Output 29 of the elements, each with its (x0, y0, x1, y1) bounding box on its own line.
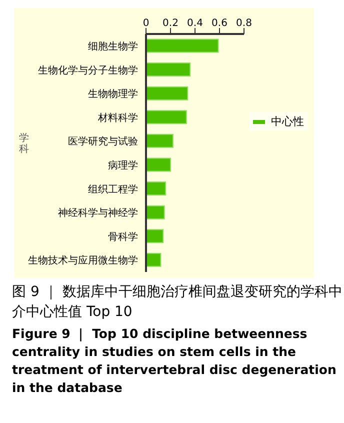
x-tick-label: 0.6 (212, 18, 228, 29)
y-tick-label: 神经科学与神经学 (58, 207, 138, 220)
y-tick-label: 生物物理学 (88, 88, 138, 100)
y-tick-label: 生物化学与分子生物学 (38, 64, 138, 76)
bar (146, 86, 188, 100)
y-tick-label: 组织工程学 (88, 183, 138, 196)
x-tick-label: 0 (142, 18, 150, 29)
y-tick-label: 病理学 (108, 159, 138, 172)
bar (146, 229, 164, 244)
caption: 图 9 ｜ 数据库中干细胞治疗椎间盘退变研究的学科中介中心性值 Top 10 (11, 283, 344, 322)
bar (146, 205, 165, 220)
bar (146, 182, 166, 196)
y-tick-label: 生物技术与应用微生物学 (28, 254, 138, 267)
bar (146, 158, 171, 172)
caption: Figure 9 ｜ Top 10 discipline betweenness centrality in studies on stem cells in the treatment of intervertebral disc degeneration in the database (11, 324, 338, 397)
y-tick-label: 材料科学 (97, 112, 138, 124)
y-tick-label: 细胞生物学 (88, 40, 138, 52)
x-tick-label: 0.8 (236, 18, 252, 29)
bar (146, 38, 219, 53)
y-axis-title: 学科 (19, 133, 30, 155)
bar (146, 134, 174, 148)
bar (146, 110, 187, 124)
bar (146, 252, 162, 267)
bar (146, 62, 191, 77)
y-tick-label: 骨科学 (108, 230, 138, 243)
legend-label: 中心性 (271, 114, 304, 129)
x-tick-label: 0.4 (187, 18, 203, 29)
x-tick-label: 0.2 (162, 18, 178, 29)
y-tick-label: 医学研究与试验 (68, 136, 138, 148)
